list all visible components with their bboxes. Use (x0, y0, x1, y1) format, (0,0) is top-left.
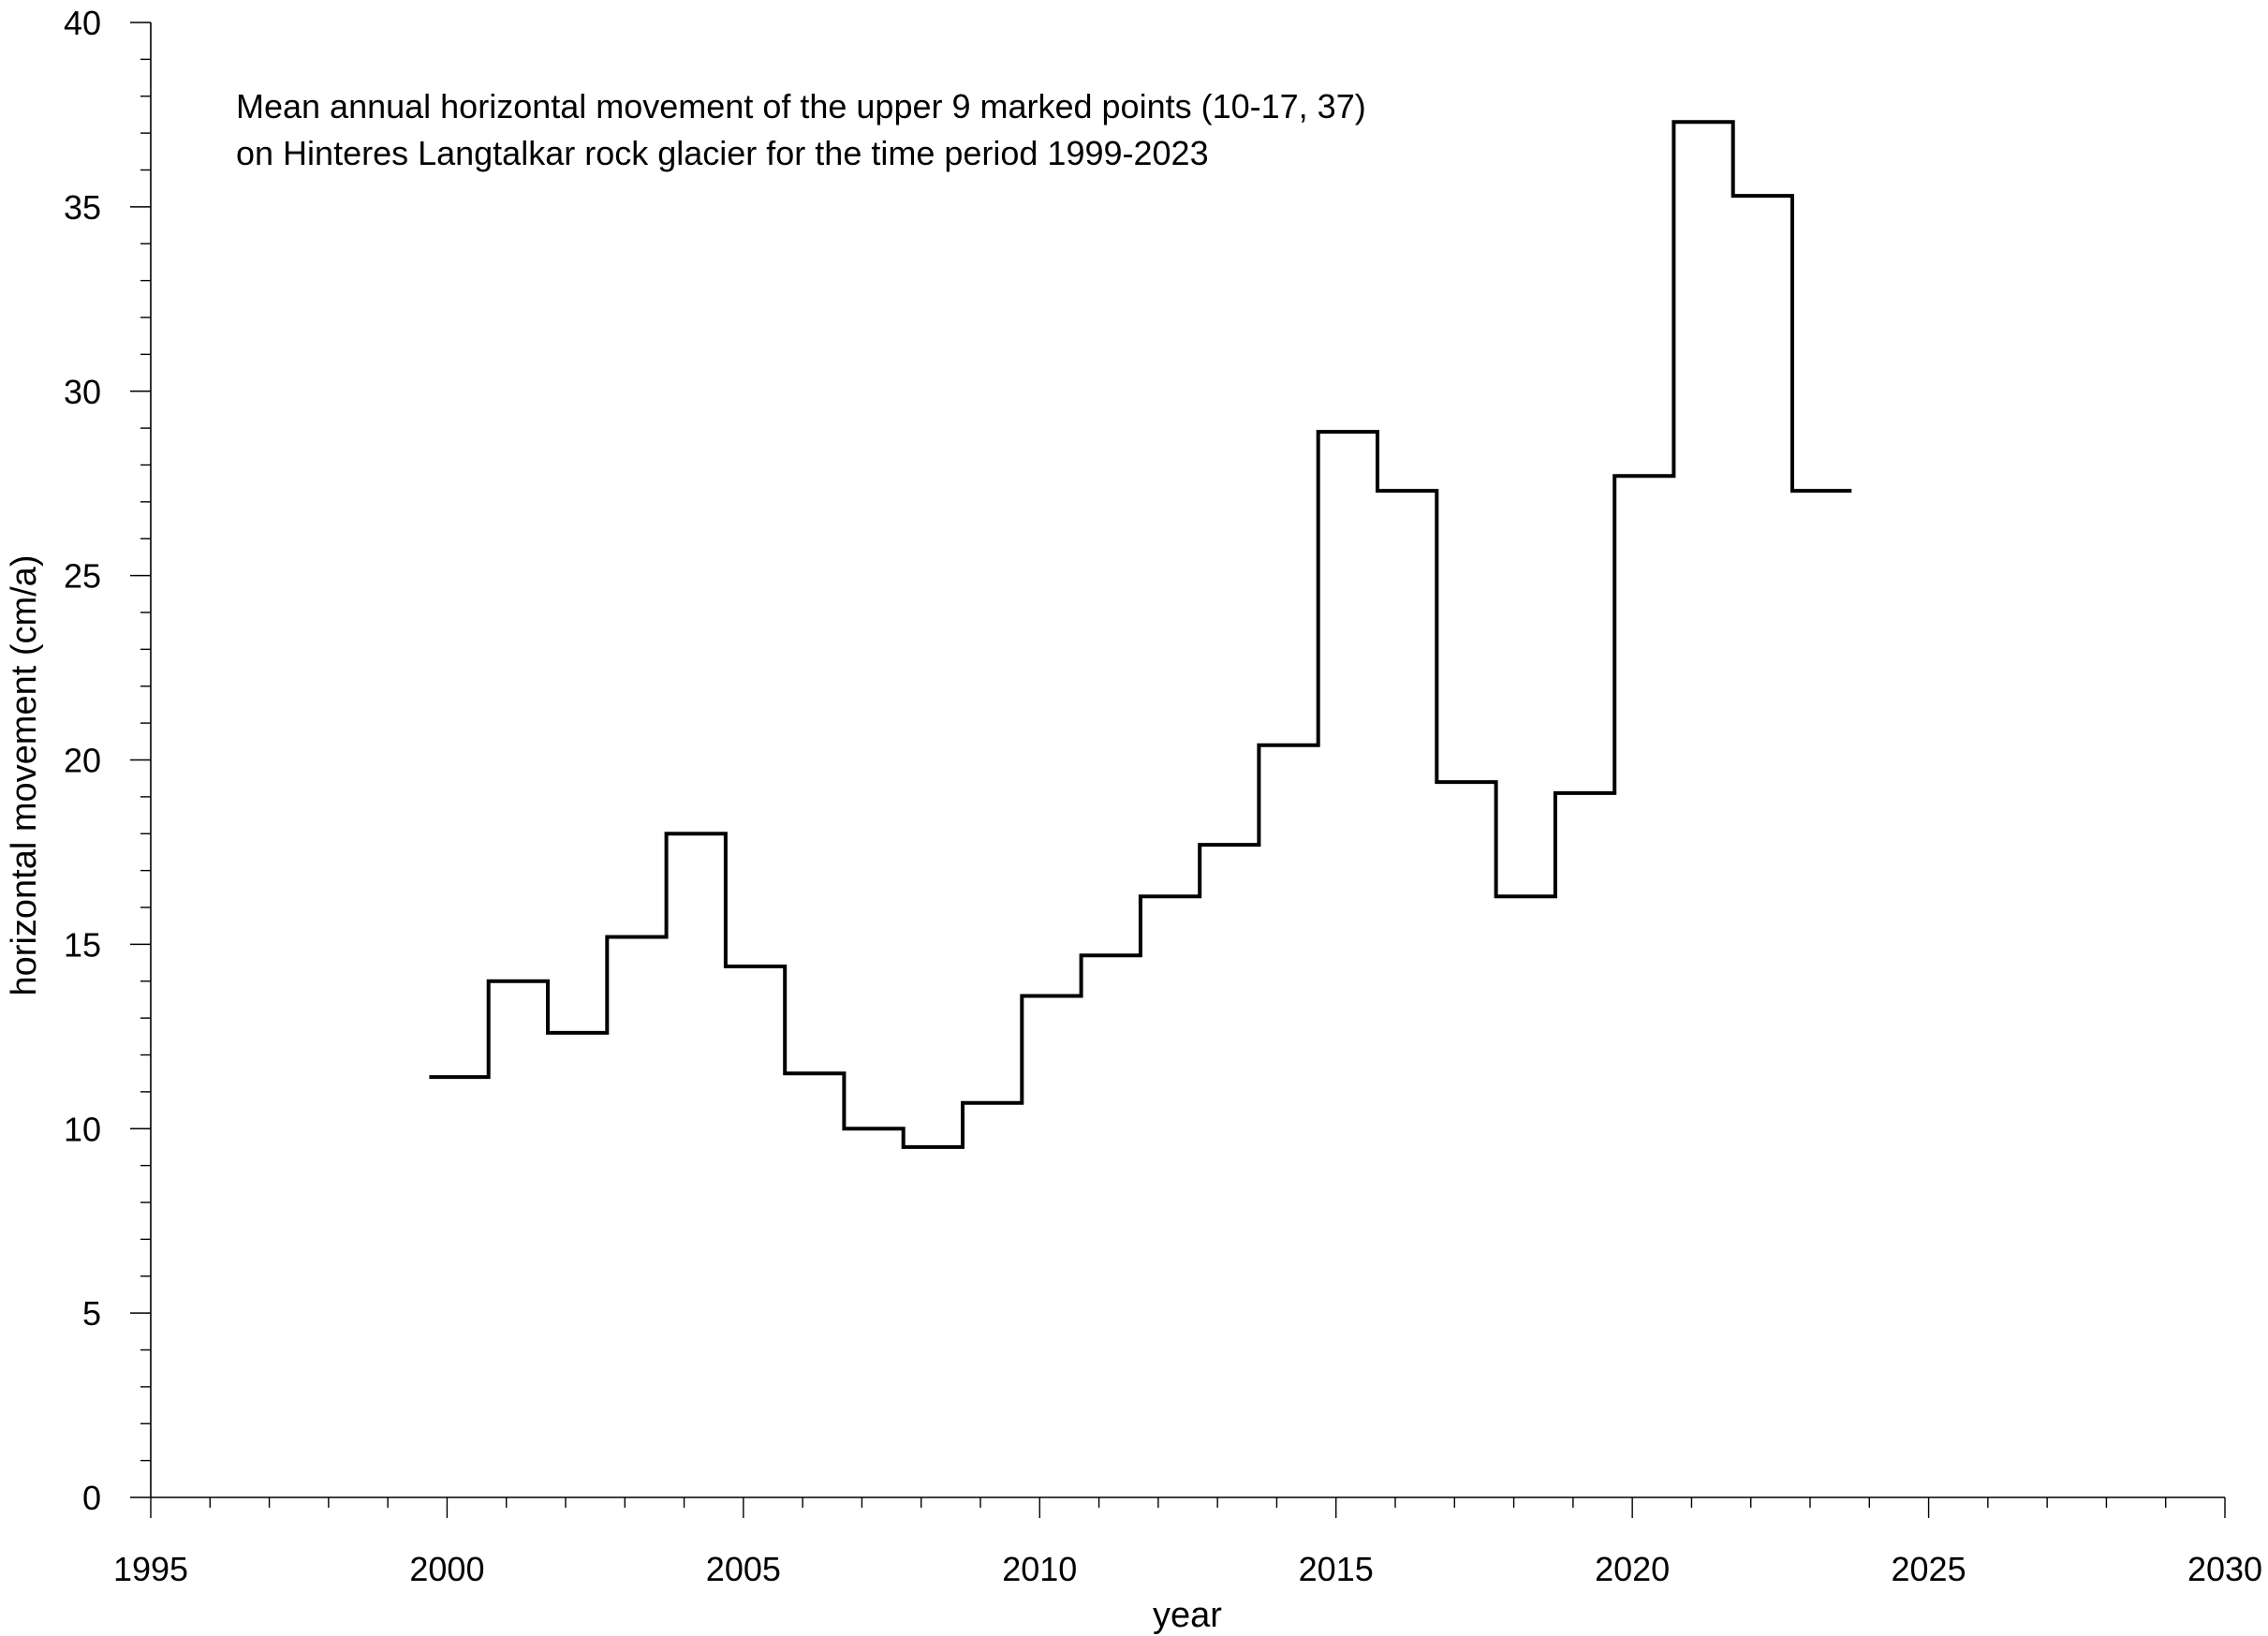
y-tick-label: 35 (64, 188, 101, 227)
x-tick-label: 2020 (1595, 1550, 1670, 1588)
series-line-0 (429, 120, 1852, 1149)
axes (150, 22, 2225, 1498)
y-tick-label: 20 (64, 742, 101, 780)
ticks (130, 22, 2226, 1518)
y-tick-label: 10 (64, 1110, 101, 1148)
x-tick-label: 2010 (1002, 1550, 1077, 1588)
y-tick-label: 25 (64, 557, 101, 596)
y-tick-label: 40 (64, 4, 101, 42)
y-tick-label: 5 (82, 1294, 101, 1333)
x-axis-label: year (1153, 1596, 1222, 1635)
y-tick-label: 30 (64, 373, 101, 411)
y-axis-label: horizontal movement (cm/a) (5, 555, 44, 996)
x-tick-label: 2000 (409, 1550, 484, 1588)
x-tick-label: 1995 (113, 1550, 188, 1588)
y-tick-label: 15 (64, 925, 101, 964)
series (429, 120, 1852, 1149)
x-tick-label: 2025 (1892, 1550, 1966, 1588)
title-line-1: Mean annual horizontal movement of the u… (236, 87, 1366, 125)
title-line-2: on Hinteres Langtalkar rock glacier for … (236, 134, 1209, 172)
x-tick-label: 2030 (2187, 1550, 2262, 1588)
chart-title: Mean annual horizontal movement of the u… (236, 87, 1366, 172)
x-tick-label: 2015 (1299, 1550, 1374, 1588)
x-tick-label: 2005 (706, 1550, 781, 1588)
y-tick-label: 0 (82, 1479, 101, 1517)
